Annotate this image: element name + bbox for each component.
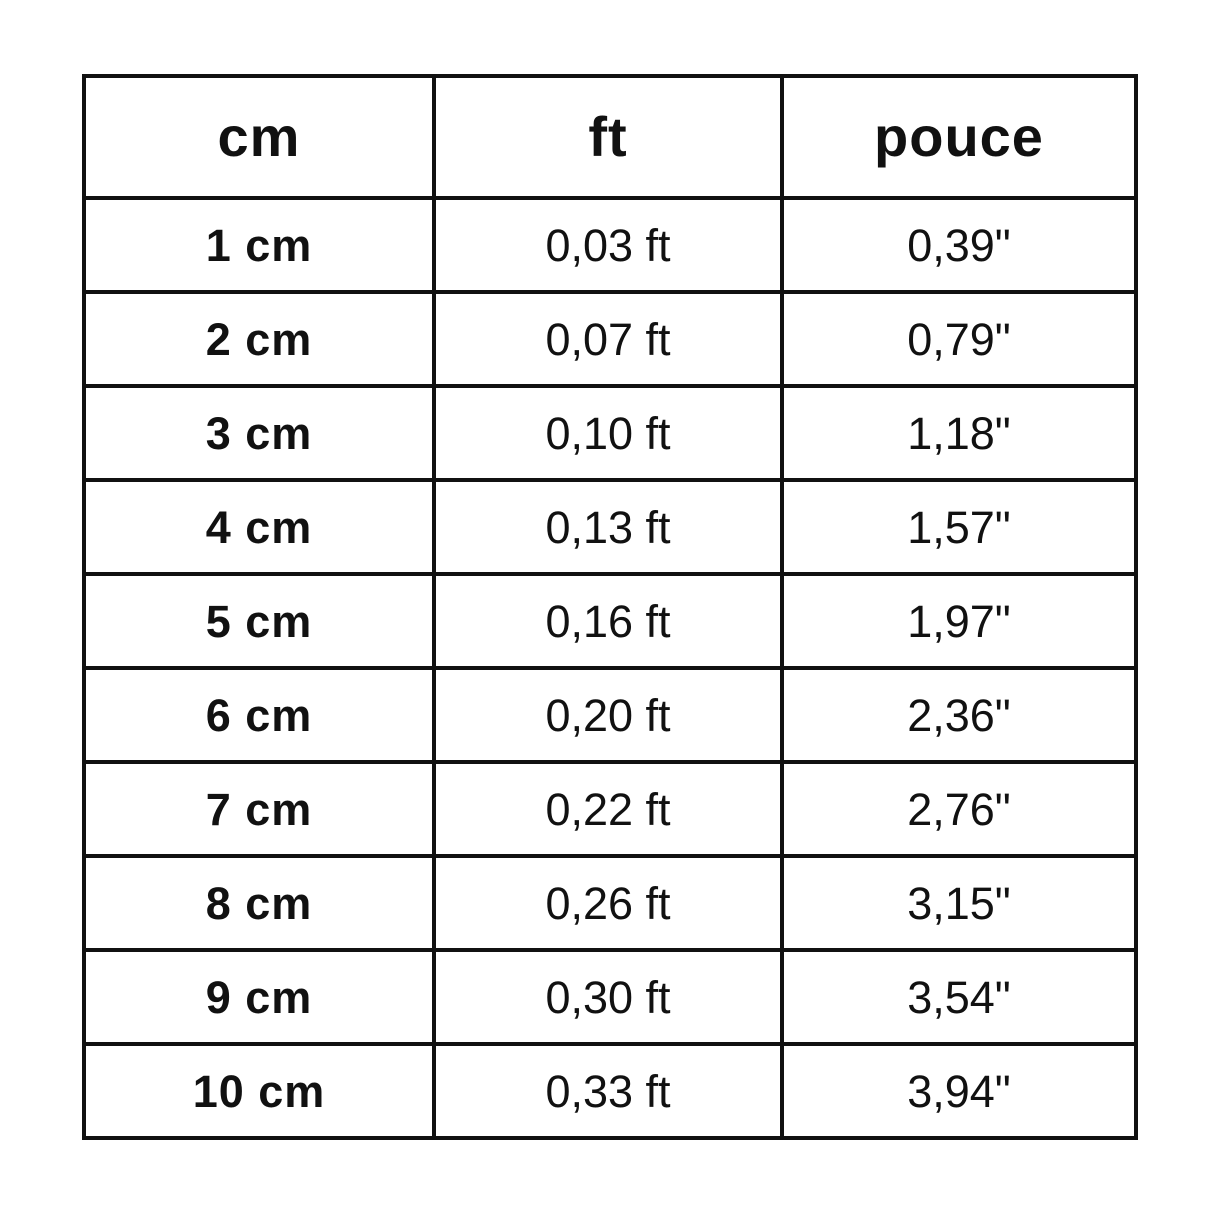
cm-value: 6 cm	[82, 666, 436, 764]
ft-value: 0,20 ft	[432, 666, 784, 764]
cm-value: 1 cm	[82, 196, 436, 294]
ft-value: 0,07 ft	[432, 290, 784, 388]
pouce-value: 2,76"	[780, 760, 1138, 858]
header-cell-cm: cm	[82, 74, 436, 200]
pouce-value: 3,94"	[780, 1042, 1138, 1140]
table-row: 5 cm 0,16 ft 1,97"	[82, 572, 1138, 670]
pouce-value: 3,54"	[780, 948, 1138, 1046]
ft-value: 0,22 ft	[432, 760, 784, 858]
header-cell-ft: ft	[432, 74, 784, 200]
table-row: 1 cm 0,03 ft 0,39"	[82, 196, 1138, 294]
table-row: 10 cm 0,33 ft 3,94"	[82, 1042, 1138, 1140]
ft-value: 0,30 ft	[432, 948, 784, 1046]
ft-value: 0,33 ft	[432, 1042, 784, 1140]
pouce-value: 1,18"	[780, 384, 1138, 482]
pouce-value: 3,15"	[780, 854, 1138, 952]
cm-value: 8 cm	[82, 854, 436, 952]
table-row: 8 cm 0,26 ft 3,15"	[82, 854, 1138, 952]
cm-value: 4 cm	[82, 478, 436, 576]
table-body: 1 cm 0,03 ft 0,39" 2 cm 0,07 ft 0,79" 3 …	[82, 196, 1138, 1140]
table-header: cm ft pouce	[82, 74, 1138, 200]
cm-value: 10 cm	[82, 1042, 436, 1140]
ft-value: 0,16 ft	[432, 572, 784, 670]
cm-value: 5 cm	[82, 572, 436, 670]
cm-value: 7 cm	[82, 760, 436, 858]
cm-value: 9 cm	[82, 948, 436, 1046]
pouce-value: 0,39"	[780, 196, 1138, 294]
table-row: 4 cm 0,13 ft 1,57"	[82, 478, 1138, 576]
pouce-value: 1,57"	[780, 478, 1138, 576]
header-row: cm ft pouce	[82, 74, 1138, 200]
pouce-value: 2,36"	[780, 666, 1138, 764]
ft-value: 0,03 ft	[432, 196, 784, 294]
table-row: 7 cm 0,22 ft 2,76"	[82, 760, 1138, 858]
cm-value: 2 cm	[82, 290, 436, 388]
table-row: 9 cm 0,30 ft 3,54"	[82, 948, 1138, 1046]
pouce-value: 0,79"	[780, 290, 1138, 388]
table-row: 3 cm 0,10 ft 1,18"	[82, 384, 1138, 482]
table-row: 6 cm 0,20 ft 2,36"	[82, 666, 1138, 764]
pouce-value: 1,97"	[780, 572, 1138, 670]
header-cell-pouce: pouce	[780, 74, 1138, 200]
table-row: 2 cm 0,07 ft 0,79"	[82, 290, 1138, 388]
cm-value: 3 cm	[82, 384, 436, 482]
ft-value: 0,26 ft	[432, 854, 784, 952]
cm-ft-pouce-conversion-table: cm ft pouce 1 cm 0,03 ft 0,39" 2 cm 0,07…	[82, 74, 1138, 1140]
ft-value: 0,10 ft	[432, 384, 784, 482]
ft-value: 0,13 ft	[432, 478, 784, 576]
